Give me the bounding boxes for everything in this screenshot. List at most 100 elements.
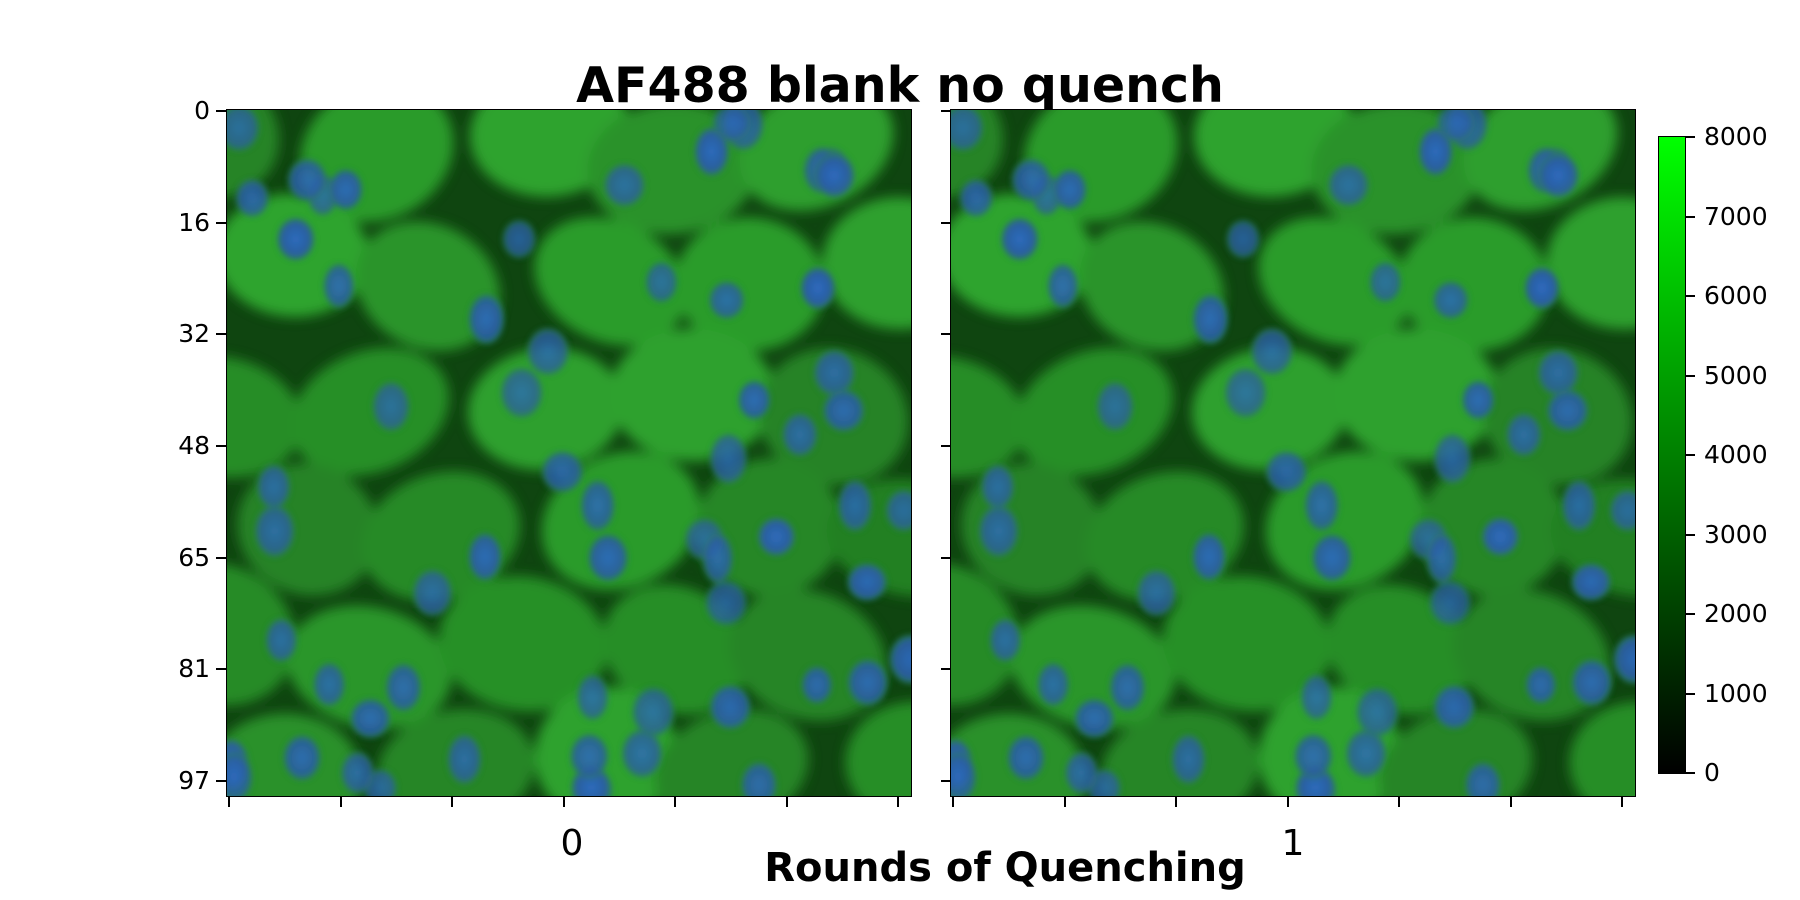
y-tick [216,221,226,224]
nucleus [468,533,502,581]
nucleus [468,294,505,344]
nucleus [1356,687,1399,737]
nucleus [1524,267,1559,309]
nucleus [712,110,752,142]
nucleus [758,517,795,556]
cell [951,110,1004,199]
colorbar-tick [1686,692,1695,695]
nucleus [801,666,832,704]
nucleus [1226,220,1260,258]
nucleus [227,752,253,796]
x-tick-label-round-1: 1 [1281,823,1305,864]
cell [729,589,886,721]
x-tick [339,797,342,807]
colorbar-tick [1686,533,1695,536]
nucleus [1136,569,1176,617]
nucleus [1096,382,1134,431]
y-tick [216,445,226,447]
nucleus [1224,368,1267,418]
micrograph-round-1 [951,110,1635,796]
nucleus [329,169,363,210]
colorbar-tick-label: 6000 [1704,281,1768,310]
colorbar-tick [1686,772,1695,774]
cell [1463,110,1618,211]
colorbar-tick [1686,295,1695,297]
cell [822,197,911,330]
cell [1258,217,1411,346]
cell [227,713,363,796]
nucleus [1266,451,1307,493]
nucleus [227,110,260,151]
y-tick [941,780,951,782]
nucleus [1571,659,1612,706]
x-tick [897,797,899,807]
nucleus [1482,517,1519,556]
nucleus [951,752,977,796]
nucleus [705,580,747,626]
y-tick-label: 48 [178,431,210,460]
cell [1334,328,1500,462]
cell [951,713,1087,796]
nucleus [1053,169,1087,210]
nucleus [1465,762,1501,796]
nucleus [447,734,482,784]
x-tick [228,797,230,807]
nucleus [1418,127,1453,176]
cell [1569,701,1635,796]
nucleus [632,687,675,737]
nucleus [741,762,777,796]
cell [541,451,701,591]
nucleus [847,659,888,706]
cell [438,575,608,712]
colorbar-tick [1686,454,1695,456]
cell [534,217,687,346]
nucleus [1525,666,1556,704]
cell [610,328,776,462]
x-tick [674,797,676,807]
colorbar-tick [1686,215,1695,218]
colorbar-tick-label: 3000 [1704,519,1768,549]
nucleus [1562,480,1596,532]
nucleus [265,618,297,662]
x-tick [562,797,565,807]
y-tick-label: 0 [194,96,210,125]
y-tick-label: 65 [178,542,210,572]
colorbar-tick-label: 4000 [1704,440,1768,469]
nucleus [570,734,609,779]
nucleus [604,164,645,207]
x-tick [952,797,954,807]
nucleus [1613,634,1635,684]
y-tick [216,780,226,782]
nucleus [1251,328,1293,375]
cell [227,110,280,199]
y-tick [941,333,951,336]
nucleus [1436,110,1476,142]
nucleus [1328,164,1369,207]
colorbar-tick-label: 8000 [1704,122,1768,151]
nucleus [1538,153,1579,198]
nucleus [885,489,911,532]
y-tick [941,556,951,559]
nucleus [1037,663,1069,706]
nucleus [959,179,993,217]
x-tick [451,797,453,807]
cell [290,347,449,476]
colorbar-tick-label: 7000 [1704,201,1768,231]
nucleus [1192,533,1226,581]
cell [654,709,809,796]
y-tick-label: 32 [178,319,210,349]
nucleus [889,634,911,684]
nucleus [412,569,452,617]
nucleus [1462,380,1495,420]
nucleus [235,179,269,217]
cell [951,356,1027,478]
x-tick [1286,797,1289,807]
nucleus [1433,433,1471,484]
x-tick-label-round-0: 0 [560,823,584,864]
nucleus [621,729,663,778]
x-tick [1398,797,1400,807]
nucleus [1047,264,1078,308]
nucleus [287,159,327,201]
nucleus [1304,480,1339,531]
nucleus [283,735,321,781]
